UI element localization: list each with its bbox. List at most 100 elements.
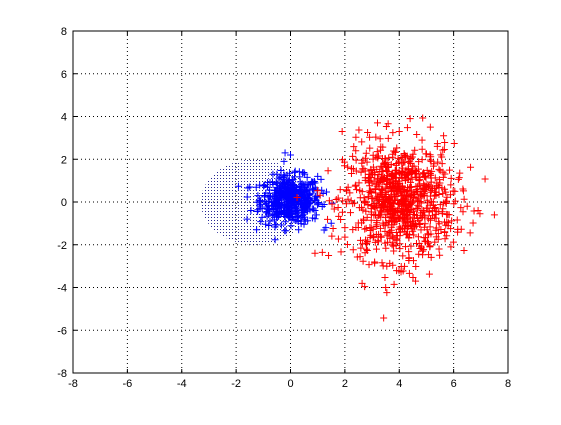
plus-marker bbox=[424, 230, 432, 238]
plus-marker bbox=[398, 182, 406, 190]
plus-marker bbox=[337, 248, 345, 256]
plus-marker bbox=[356, 194, 364, 202]
plus-marker bbox=[329, 225, 337, 233]
plus-marker bbox=[396, 232, 404, 240]
plus-marker bbox=[407, 242, 415, 250]
plus-marker bbox=[366, 133, 374, 141]
plus-marker bbox=[401, 243, 409, 251]
plus-marker bbox=[402, 152, 410, 160]
plus-marker bbox=[370, 211, 378, 219]
plus-marker bbox=[438, 153, 446, 161]
plus-marker bbox=[341, 162, 349, 170]
plus-marker bbox=[277, 181, 285, 189]
plus-marker bbox=[402, 188, 410, 196]
plus-marker bbox=[405, 254, 413, 262]
plus-marker bbox=[246, 183, 254, 191]
plus-marker bbox=[404, 219, 412, 227]
plus-marker bbox=[399, 252, 407, 260]
plus-marker bbox=[253, 207, 261, 215]
plus-marker bbox=[417, 198, 425, 206]
plus-marker bbox=[260, 182, 268, 190]
y-tick-label: -8 bbox=[57, 368, 67, 380]
plus-marker bbox=[243, 193, 251, 201]
plus-marker bbox=[270, 216, 278, 224]
plus-marker bbox=[382, 183, 390, 191]
plus-marker bbox=[283, 202, 291, 210]
plus-marker bbox=[371, 238, 379, 246]
plus-marker bbox=[449, 238, 457, 246]
plus-marker bbox=[287, 151, 294, 159]
x-tick-label: -2 bbox=[231, 378, 241, 390]
plus-marker bbox=[444, 219, 452, 227]
plus-marker bbox=[415, 158, 423, 166]
plus-marker bbox=[269, 170, 277, 178]
plus-marker bbox=[336, 186, 344, 194]
plus-marker bbox=[454, 228, 462, 236]
plus-marker bbox=[397, 192, 405, 200]
plus-marker bbox=[383, 289, 391, 297]
plus-marker bbox=[300, 215, 308, 223]
plus-marker bbox=[432, 233, 440, 241]
plus-marker bbox=[302, 186, 310, 194]
plus-marker bbox=[428, 184, 436, 192]
plus-marker bbox=[404, 230, 412, 238]
plus-marker bbox=[364, 129, 372, 137]
plus-marker bbox=[301, 203, 309, 211]
plus-marker bbox=[281, 149, 289, 157]
plus-marker bbox=[395, 267, 403, 275]
plus-marker bbox=[316, 191, 324, 199]
plus-marker bbox=[411, 146, 419, 154]
plus-marker bbox=[384, 134, 392, 142]
plus-marker bbox=[341, 233, 349, 241]
plus-marker bbox=[252, 183, 260, 191]
plus-marker bbox=[287, 209, 295, 217]
plus-marker bbox=[419, 247, 427, 255]
plus-marker bbox=[419, 114, 427, 122]
plus-marker bbox=[418, 213, 426, 221]
plus-marker bbox=[382, 123, 390, 131]
plus-marker bbox=[291, 207, 299, 215]
plus-marker bbox=[463, 202, 471, 210]
plus-marker bbox=[382, 244, 390, 252]
plus-marker bbox=[441, 139, 449, 147]
plus-marker bbox=[234, 182, 242, 190]
plus-marker bbox=[366, 189, 374, 197]
plus-marker bbox=[400, 171, 408, 179]
plus-marker bbox=[361, 249, 369, 257]
plus-marker bbox=[335, 212, 343, 220]
plus-marker bbox=[357, 168, 365, 176]
plus-marker bbox=[404, 200, 412, 208]
plus-marker bbox=[393, 235, 401, 243]
plus-marker bbox=[358, 240, 366, 248]
plus-marker bbox=[444, 210, 452, 218]
plus-marker bbox=[369, 155, 377, 163]
plus-marker bbox=[299, 207, 307, 215]
plus-marker bbox=[441, 185, 449, 193]
plus-marker bbox=[415, 250, 423, 258]
plus-marker bbox=[325, 251, 333, 259]
plus-marker bbox=[372, 133, 380, 141]
plus-marker bbox=[430, 162, 438, 170]
plus-marker bbox=[410, 207, 418, 215]
plus-marker bbox=[413, 205, 421, 213]
plus-marker bbox=[414, 233, 422, 241]
series-1-points bbox=[234, 149, 336, 244]
plus-marker bbox=[295, 168, 303, 176]
axis-ticks bbox=[72, 30, 509, 374]
plus-marker bbox=[300, 200, 308, 208]
plus-marker bbox=[385, 154, 393, 162]
plus-marker bbox=[358, 188, 366, 196]
plus-marker bbox=[272, 179, 280, 187]
plus-marker bbox=[418, 145, 426, 153]
plus-marker bbox=[280, 157, 288, 165]
plus-marker bbox=[441, 235, 449, 243]
plus-marker bbox=[281, 227, 289, 235]
plus-marker bbox=[392, 188, 400, 196]
plus-marker bbox=[287, 203, 295, 211]
plus-marker bbox=[314, 187, 322, 195]
plus-marker bbox=[394, 197, 402, 205]
plus-marker bbox=[288, 179, 296, 187]
plus-marker bbox=[343, 240, 351, 248]
plus-marker bbox=[441, 170, 449, 178]
plus-marker bbox=[361, 176, 369, 184]
